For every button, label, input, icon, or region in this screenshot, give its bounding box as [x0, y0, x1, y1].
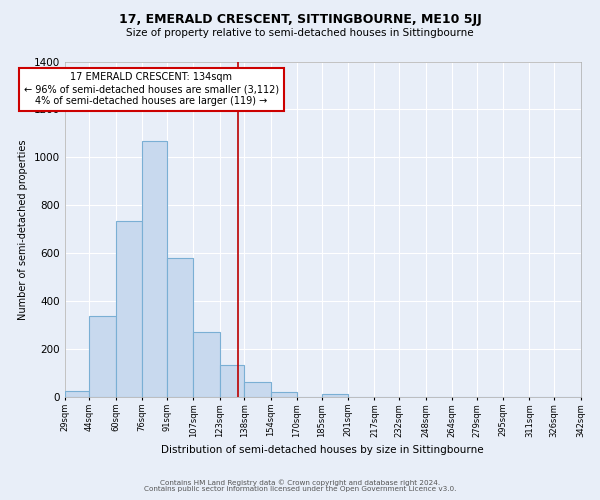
- Bar: [116, 221, 142, 397]
- Text: Size of property relative to semi-detached houses in Sittingbourne: Size of property relative to semi-detach…: [126, 28, 474, 38]
- Bar: [89, 316, 116, 397]
- Y-axis label: Number of semi-detached properties: Number of semi-detached properties: [18, 139, 28, 320]
- Bar: [167, 258, 193, 397]
- Bar: [322, 394, 348, 397]
- X-axis label: Distribution of semi-detached houses by size in Sittingbourne: Distribution of semi-detached houses by …: [161, 445, 484, 455]
- Text: Contains HM Land Registry data © Crown copyright and database right 2024.
Contai: Contains HM Land Registry data © Crown c…: [144, 479, 456, 492]
- Text: 17 EMERALD CRESCENT: 134sqm
← 96% of semi-detached houses are smaller (3,112)
4%: 17 EMERALD CRESCENT: 134sqm ← 96% of sem…: [23, 72, 278, 106]
- Text: 17, EMERALD CRESCENT, SITTINGBOURNE, ME10 5JJ: 17, EMERALD CRESCENT, SITTINGBOURNE, ME1…: [119, 12, 481, 26]
- Bar: [220, 365, 244, 397]
- Bar: [142, 141, 167, 397]
- Bar: [193, 332, 220, 397]
- Bar: [244, 382, 271, 397]
- Bar: [271, 392, 297, 397]
- Bar: [65, 391, 89, 397]
